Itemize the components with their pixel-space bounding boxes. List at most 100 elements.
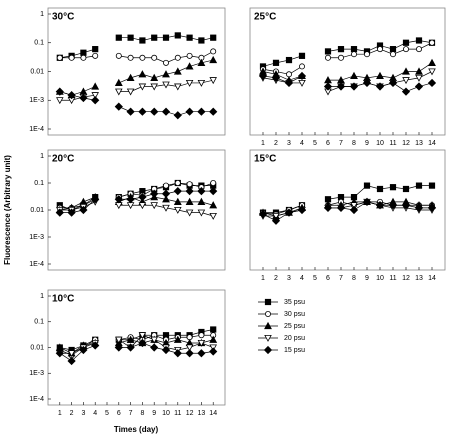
marker [428,58,436,66]
marker [414,203,424,212]
y-tick-label: 1E-3 [29,97,44,104]
marker [67,350,76,358]
marker [363,182,371,189]
y-tick-label: 1 [40,293,44,300]
x-tick-label: 13 [415,275,423,282]
marker [114,102,123,111]
marker [138,83,147,91]
marker [139,54,146,61]
marker [79,197,88,205]
marker [56,97,64,105]
marker [92,46,99,53]
marker [186,52,193,59]
y-tick-label: 0.01 [30,344,44,351]
marker [91,82,100,90]
plot-frame [47,7,226,136]
marker [162,204,170,212]
marker [173,111,182,120]
marker [173,67,182,75]
y-tick-label: 1E-3 [29,370,44,377]
legend-label: 25 psu [284,323,305,330]
y-tick-label: 1 [40,11,44,18]
marker [402,67,410,75]
marker [415,37,423,44]
marker [162,182,169,189]
panel-title: 15°C [254,154,276,165]
marker [114,195,123,204]
marker [150,107,159,116]
marker [161,189,171,198]
plot-frame [249,7,446,136]
marker [414,82,424,91]
marker [428,39,435,46]
marker [126,343,135,352]
marker [79,345,88,355]
marker [150,343,159,352]
marker [138,107,147,116]
y-axis-label: Fluorescence (Arbitrary unit) [3,155,12,265]
x-tick-label: 2 [274,140,278,147]
x-tick-label: 5 [105,410,109,417]
marker [402,46,409,53]
marker [349,82,359,91]
marker [150,73,159,81]
marker [258,71,268,81]
marker [92,52,99,59]
x-tick-label: 11 [389,140,396,147]
marker [55,87,64,96]
marker [197,339,206,347]
marker [138,332,147,340]
marker [402,77,410,85]
marker [198,37,205,44]
marker [284,208,294,217]
marker [126,195,135,204]
y-tick-label: 0.01 [30,207,44,214]
marker [427,203,437,212]
marker [209,335,218,343]
marker [271,73,281,82]
marker [209,77,217,85]
marker [115,336,123,344]
x-tick-label: 10 [376,275,384,282]
marker [297,205,307,215]
legend-marker [264,298,272,306]
marker [161,345,171,355]
marker [350,71,358,80]
x-tick-label: 1 [261,275,265,282]
marker [174,83,182,91]
marker [197,107,206,116]
legend-marker [264,321,272,330]
marker [150,202,158,210]
marker [428,68,436,76]
panel-title: 20°C [52,154,74,165]
marker [115,52,122,59]
marker [67,356,76,366]
x-tick-label: 12 [186,410,194,417]
marker [79,87,88,95]
y-tick-label: 1E-4 [29,396,44,403]
marker [161,107,171,116]
x-tick-label: 6 [326,275,330,282]
marker [55,208,64,217]
marker [162,59,169,66]
marker [210,326,217,333]
x-tick-label: 14 [428,140,436,147]
marker [197,197,206,205]
x-tick-label: 3 [287,275,291,282]
marker [138,338,147,348]
marker [297,71,307,81]
marker [185,349,194,358]
marker [67,91,76,100]
marker [350,51,357,58]
marker [324,196,332,203]
marker [210,34,217,41]
marker [126,107,135,116]
marker [139,37,146,44]
marker [197,349,206,358]
marker [138,70,147,78]
marker [173,335,182,343]
marker [298,52,306,59]
marker [324,48,332,55]
y-tick-label: 0.1 [34,319,44,326]
marker [173,349,182,358]
